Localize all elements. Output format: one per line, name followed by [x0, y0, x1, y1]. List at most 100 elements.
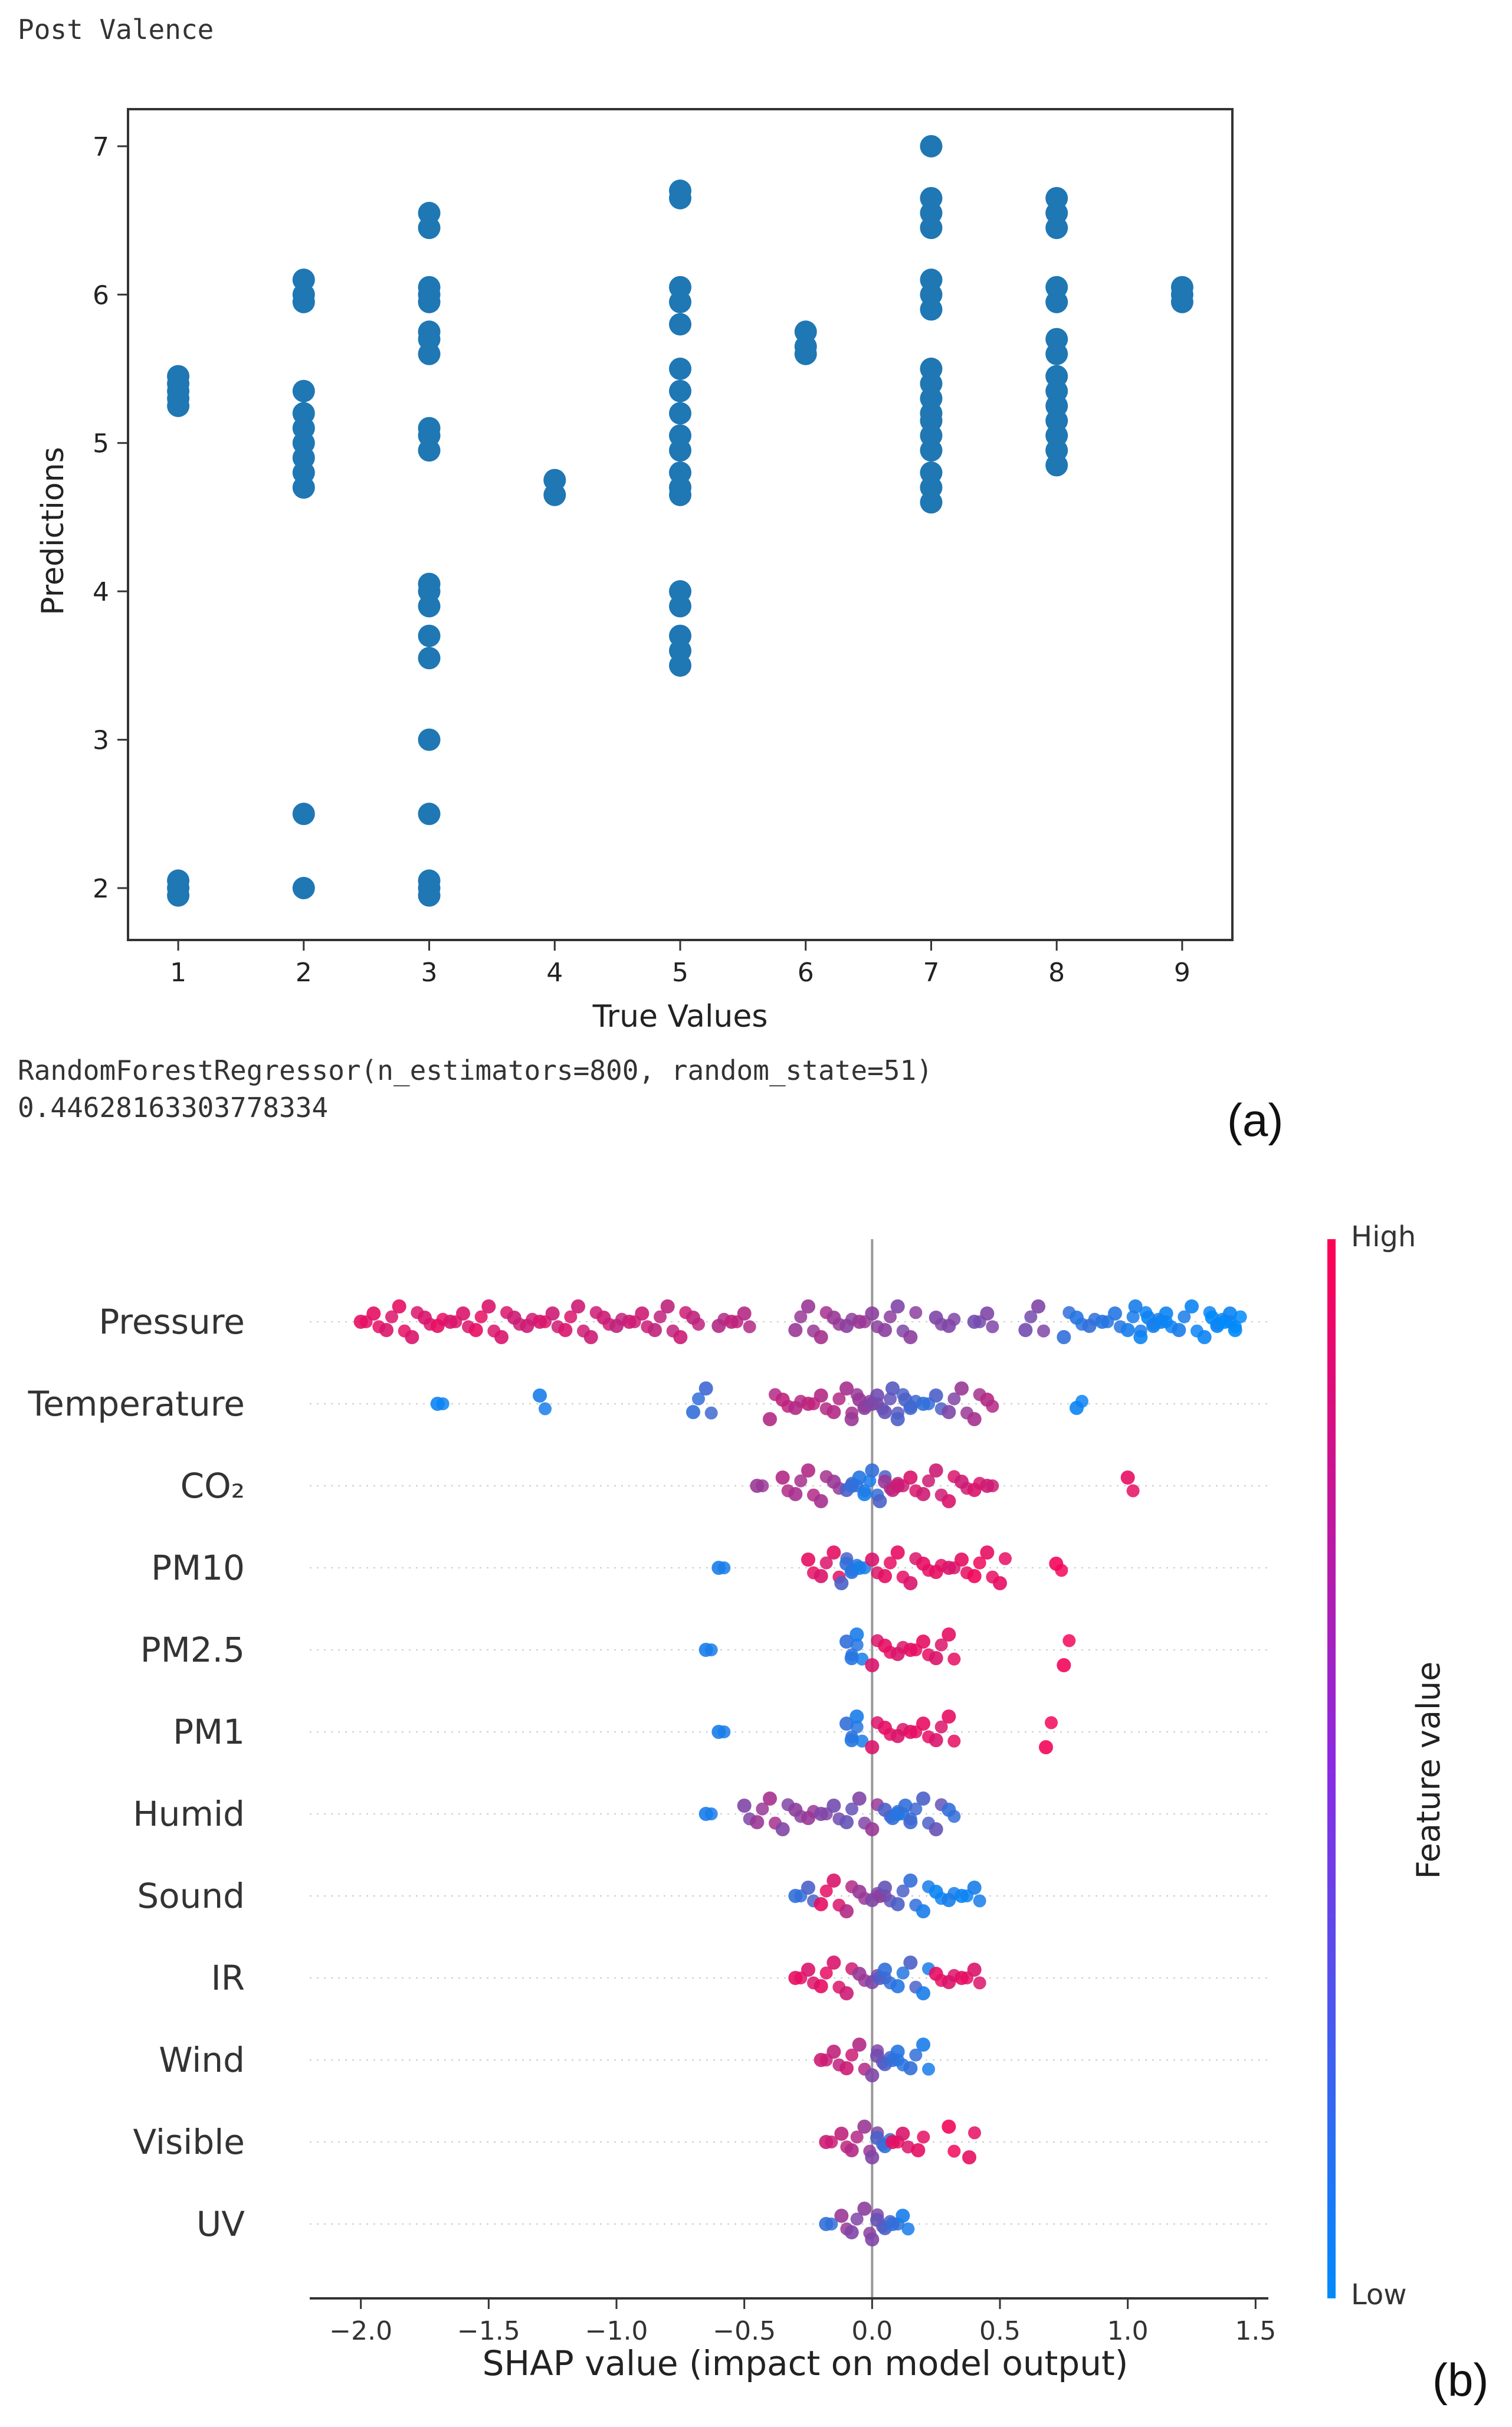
shap-point: [852, 2038, 867, 2052]
feature-label: Temperature: [28, 1384, 245, 1424]
scatter-point: [669, 179, 691, 202]
shap-point: [775, 1470, 790, 1485]
shap-point: [654, 1310, 667, 1324]
score-text: 0.44628163303778334: [18, 1092, 328, 1124]
scatter-point: [669, 624, 691, 647]
shap-x-tick-label: −2.0: [329, 2316, 392, 2346]
shap-point: [999, 1552, 1012, 1565]
shap-point: [814, 1330, 828, 1344]
shap-point: [980, 1306, 995, 1321]
shap-point: [845, 1802, 858, 1816]
scatter-point: [292, 268, 315, 291]
shap-point: [911, 2143, 926, 2157]
shap-point: [819, 1556, 833, 1570]
shap-point: [1057, 1330, 1071, 1344]
scatter-point: [669, 313, 691, 336]
shap-point: [850, 1720, 864, 1734]
shap-point: [865, 1306, 880, 1321]
shap-point: [922, 2062, 935, 2076]
shap-point: [942, 1627, 956, 1642]
shap-point: [564, 1310, 578, 1324]
shap-point: [834, 1576, 849, 1590]
shap-x-tick-label: −1.5: [457, 2316, 520, 2346]
shap-point: [814, 1897, 828, 1911]
y-tick-label: 5: [93, 429, 109, 459]
shap-point: [916, 1717, 930, 1731]
shap-point: [1018, 1323, 1033, 1337]
figure-b-shap-summary: Pressure Temperature CO₂ PM10 PM2.5 PM1 Humid S…: [28, 1220, 1489, 2406]
scatter-point: [1045, 327, 1068, 351]
shap-point: [801, 1299, 815, 1314]
shap-point: [890, 1897, 905, 1911]
shap-point: [844, 1412, 859, 1426]
shap-point: [1024, 1310, 1038, 1324]
shap-point: [832, 1392, 846, 1406]
shap-point: [839, 2061, 854, 2075]
shap-point: [916, 1791, 930, 1806]
shap-point: [801, 1553, 815, 1567]
shap-point: [826, 2045, 841, 2059]
shap-point: [844, 1651, 859, 1665]
shap-point: [929, 1463, 943, 1478]
feature-label: Humid: [133, 1794, 245, 1834]
shap-point: [750, 1815, 765, 1829]
shap-point: [890, 1299, 905, 1314]
shap-point: [857, 1487, 872, 1501]
shap-point: [986, 1320, 999, 1334]
scatter-point: [167, 365, 190, 388]
shap-point: [967, 1569, 982, 1583]
shap-point: [896, 2209, 910, 2223]
shap-point: [839, 1815, 854, 1829]
shap-point: [955, 1381, 969, 1396]
shap-point: [865, 2232, 880, 2246]
shap-point: [825, 2136, 838, 2148]
shap-point: [763, 1412, 777, 1426]
shap-point: [916, 2038, 930, 2052]
shap-point: [852, 1791, 867, 1806]
shap-point: [405, 1330, 419, 1344]
shap-point: [878, 1405, 892, 1419]
x-tick-label: 3: [421, 958, 438, 988]
scatter-point: [669, 358, 691, 380]
scatter-point: [292, 803, 315, 826]
shap-point: [698, 1381, 713, 1396]
plot-a-ticks: 1 2 3 4 5 6 7 8 9 2 3 4 5 6 7: [93, 132, 1190, 988]
shap-row-guides: [310, 1321, 1268, 2225]
shap-point: [947, 1392, 961, 1406]
shap-point: [1055, 1564, 1068, 1577]
shap-point: [1120, 1323, 1135, 1337]
shap-point: [1178, 1310, 1191, 1324]
shap-point: [980, 1545, 995, 1560]
shap-point: [916, 1904, 930, 1918]
shap-point: [763, 1791, 777, 1806]
shap-point: [968, 2126, 981, 2140]
scatter-point: [920, 186, 943, 209]
panel-label-b: (b): [1432, 2354, 1488, 2406]
scatter-point: [669, 580, 691, 603]
feature-label: PM10: [151, 1548, 245, 1588]
shap-point: [947, 1734, 961, 1748]
scatter-point: [418, 202, 441, 224]
shap-point: [962, 2150, 976, 2164]
shap-point: [494, 1330, 509, 1344]
scatter-point: [418, 572, 441, 595]
feature-label: UV: [196, 2204, 245, 2244]
x-tick-label: 8: [1048, 958, 1065, 988]
shap-point: [955, 1553, 969, 1567]
shap-point: [973, 1894, 986, 1908]
x-axis-label: True Values: [592, 999, 768, 1034]
shap-point: [909, 1802, 923, 1816]
shap-point: [801, 1963, 815, 1977]
shap-point: [819, 1966, 833, 1980]
x-tick-label: 2: [296, 958, 312, 988]
shap-point: [909, 1306, 923, 1319]
shap-point: [850, 2212, 864, 2226]
shap-point: [973, 1976, 986, 1990]
x-tick-label: 6: [798, 958, 814, 988]
x-tick-label: 5: [672, 958, 688, 988]
colorbar-low-label: Low: [1351, 2278, 1407, 2311]
shap-point: [826, 1874, 841, 1888]
shap-x-tick-label: 1.0: [1107, 2316, 1149, 2346]
shap-point: [814, 1494, 828, 1508]
shap-point: [878, 1881, 892, 1895]
